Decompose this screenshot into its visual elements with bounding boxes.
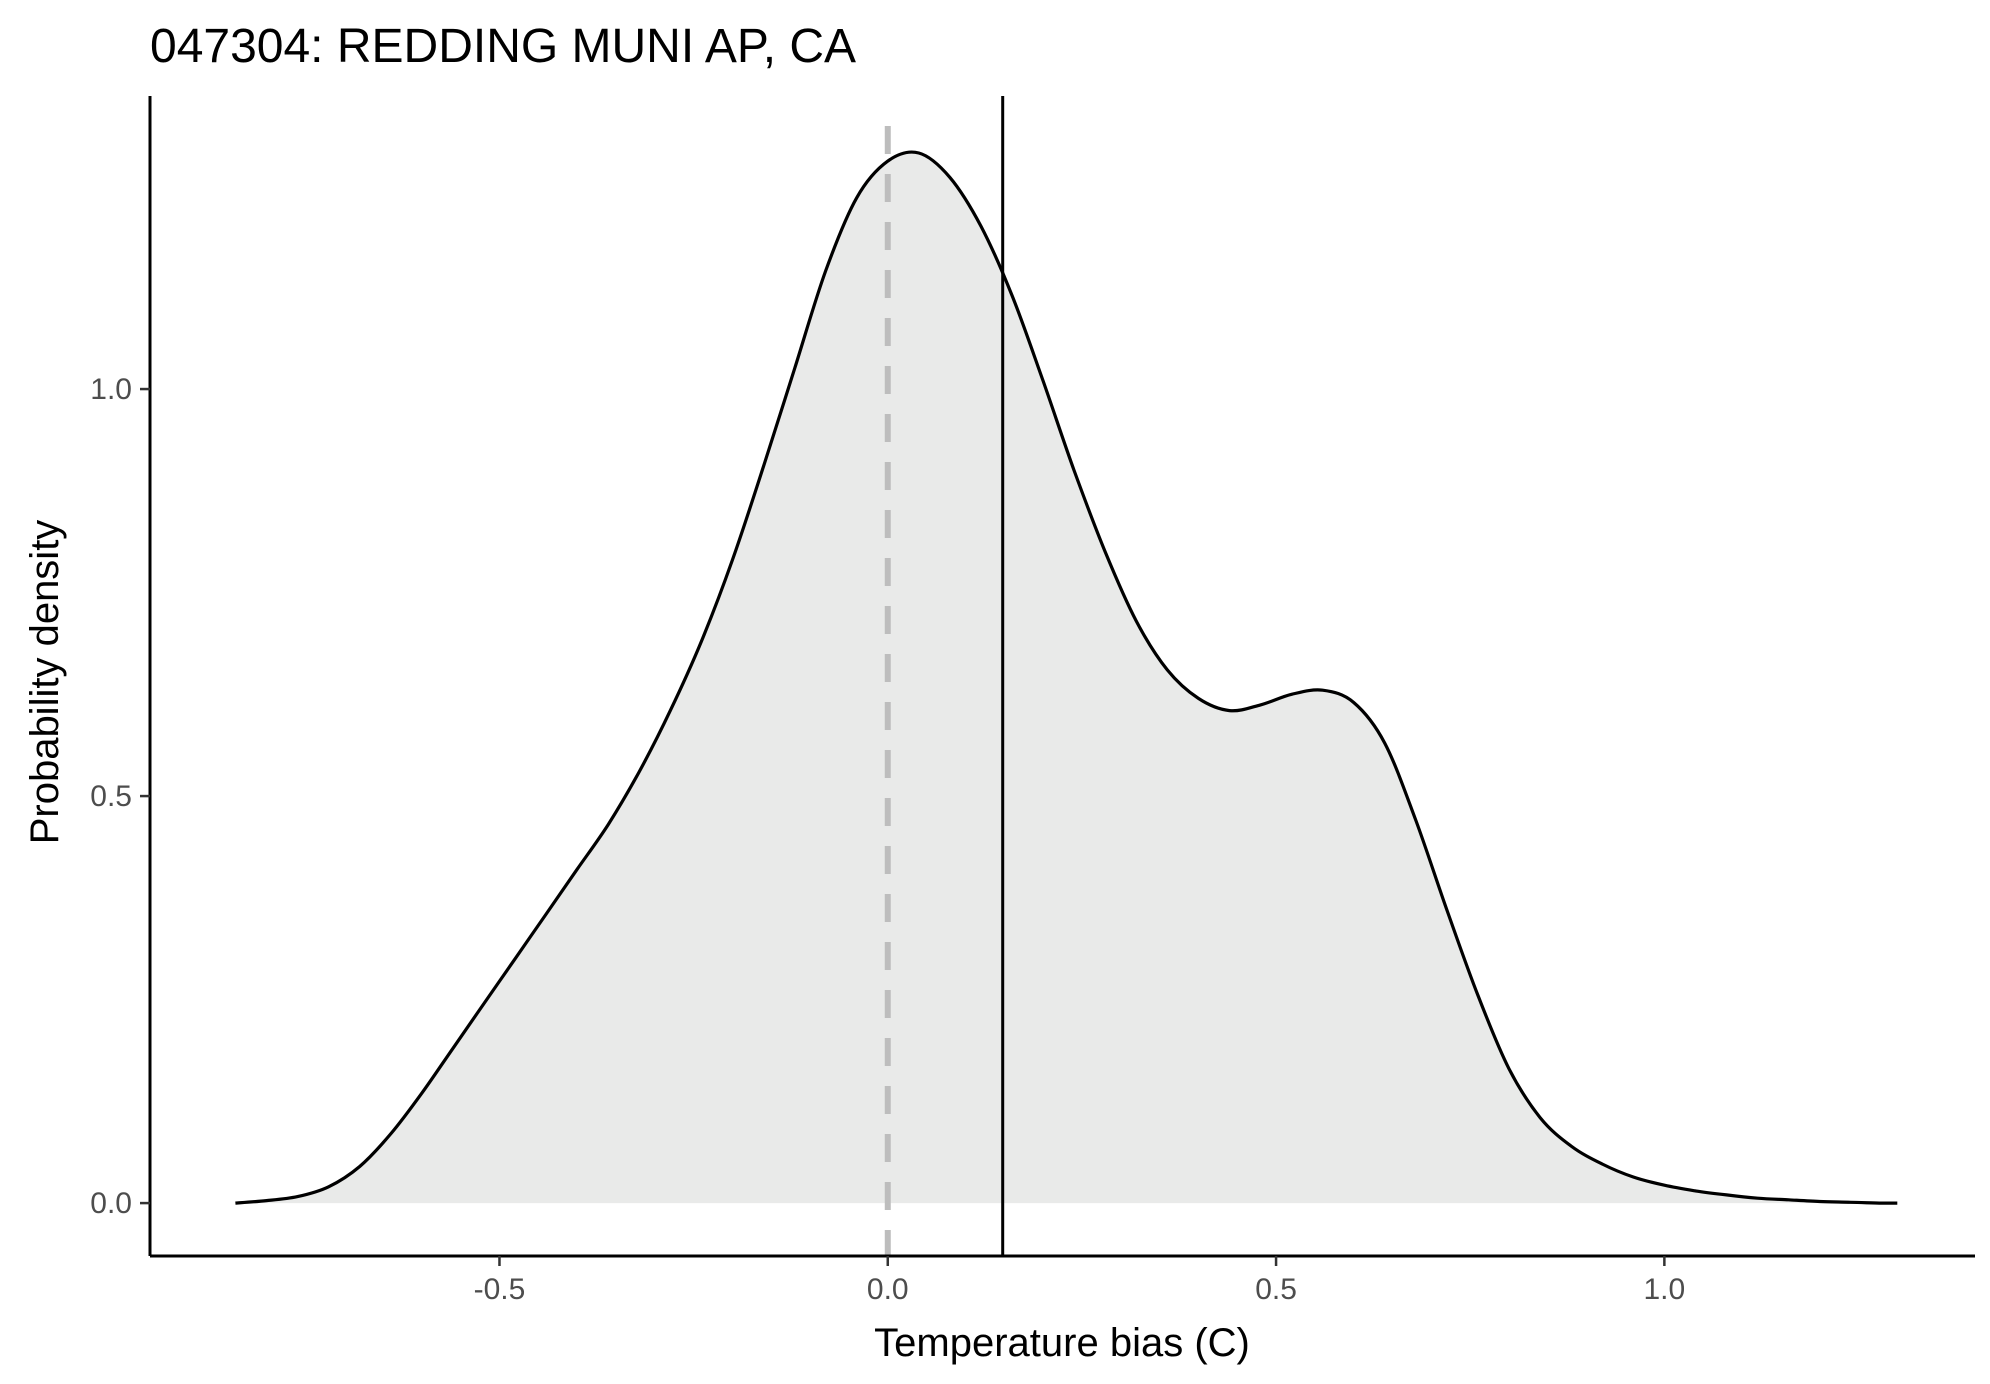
density-curve — [235, 150, 1898, 1205]
density-fill — [235, 152, 1898, 1204]
x-tick-label: -0.5 — [474, 1273, 526, 1306]
y-tick-label: 0.5 — [90, 780, 132, 813]
x-tick-label: 0.5 — [1255, 1273, 1297, 1306]
tick-marks: -0.5 0.0 0.5 1.0 0.0 0.5 1.0 — [90, 373, 1685, 1306]
plot-area — [235, 96, 1898, 1256]
chart-title: 047304: REDDING MUNI AP, CA — [150, 20, 856, 73]
y-axis-title: Probability density — [23, 520, 67, 845]
x-axis-title: Temperature bias (C) — [874, 1321, 1250, 1365]
x-tick-label: 1.0 — [1644, 1273, 1686, 1306]
x-tick-label: 0.0 — [867, 1273, 909, 1306]
axes — [148, 96, 1975, 1258]
y-tick-label: 0.0 — [90, 1187, 132, 1220]
y-tick-label: 1.0 — [90, 373, 132, 406]
